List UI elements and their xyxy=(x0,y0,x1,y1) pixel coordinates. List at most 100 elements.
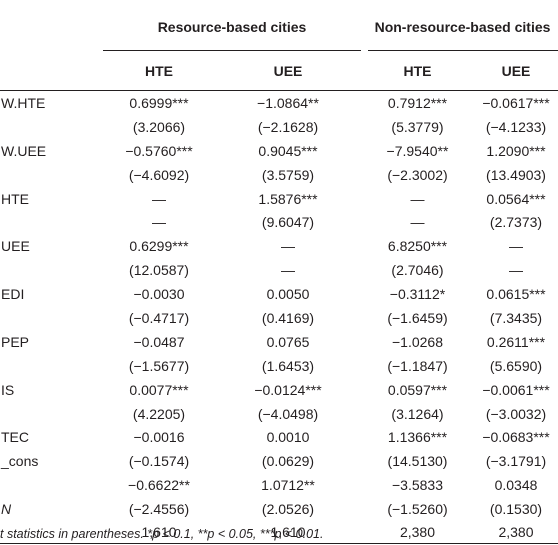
row-label: N xyxy=(1,501,12,518)
table-cell: 0.0615*** xyxy=(486,286,546,303)
table-cell: (−4.6092) xyxy=(128,166,190,183)
group-header-row: Resource-based cities Non-resource-based… xyxy=(0,0,558,52)
row-label: _cons xyxy=(1,453,39,470)
table-row: N (−2.4556) (2.0526) (−1.5260) (0.1530) xyxy=(0,497,558,521)
row-label: UEE xyxy=(1,238,30,255)
table-cell: (0.1530) xyxy=(489,501,543,518)
table-cell: −3.5833 xyxy=(392,477,443,494)
table-cell: −0.0016 xyxy=(133,429,185,446)
column-header: UEE xyxy=(474,52,558,91)
table-cell: — xyxy=(281,238,295,255)
row-label xyxy=(0,521,103,545)
table-row: W.UEE −0.5760*** 0.9045*** −7.9540** 1.2090*… xyxy=(0,139,558,163)
table-row: UEE 0.6299*** — 6.8250*** — xyxy=(0,234,558,258)
table-cell: (−4.0498) xyxy=(257,405,319,422)
table-row: (4.2205) (−4.0498) (3.1264) (−3.0032) xyxy=(0,402,558,426)
table-cell: 6.8250*** xyxy=(387,238,448,255)
group-header-non-resource: Non-resource-based cities xyxy=(374,18,551,35)
table-row: (12.0587) — (2.7046) — xyxy=(0,258,558,282)
table-cell: (14.5130) xyxy=(387,453,448,470)
table-cell: (−1.5677) xyxy=(128,357,190,374)
table-cell: (2.7373) xyxy=(489,214,543,231)
table-cell: (12.0587) xyxy=(129,262,189,279)
table-cell: −0.0030 xyxy=(133,286,185,303)
table-cell: 1.2090*** xyxy=(486,142,546,159)
table-cell: (7.3435) xyxy=(489,309,543,326)
table-cell: −0.5760*** xyxy=(125,142,193,159)
table-row: _cons (−0.1574) (0.0629) (14.5130) (−3.1791) xyxy=(0,449,558,473)
row-label xyxy=(0,115,103,139)
table-cell: 0.6999*** xyxy=(129,94,189,111)
row-label-header xyxy=(0,52,103,91)
table-row: — (9.6047) — (2.7373) xyxy=(0,210,558,234)
table-cell: −0.6622** xyxy=(128,477,190,494)
row-label xyxy=(0,258,103,282)
row-label: IS xyxy=(1,381,15,398)
table-cell: (0.0629) xyxy=(261,453,315,470)
table-cell: −0.0487 xyxy=(133,333,185,350)
table-cell: −0.0617*** xyxy=(482,94,550,111)
row-label xyxy=(0,306,103,330)
table-cell: −0.0683*** xyxy=(482,429,550,446)
table-row: (−0.4717) (0.4169) (−1.6459) (7.3435) xyxy=(0,306,558,330)
table-cell: −0.0061*** xyxy=(482,381,550,398)
row-label: W.HTE xyxy=(1,94,46,111)
table-cell: 0.0050 xyxy=(266,286,310,303)
table-cell: (−4.1233) xyxy=(485,118,547,135)
table-body: W.HTE 0.6999*** −1.0864** 0.7912*** −0.0617*… xyxy=(0,91,558,545)
table-cell: (−2.3002) xyxy=(387,166,448,183)
table-cell: — xyxy=(410,190,425,207)
table-cell: (−1.6459) xyxy=(387,309,448,326)
table-row: W.HTE 0.6999*** −1.0864** 0.7912*** −0.0617*… xyxy=(0,91,558,115)
table-cell: — xyxy=(410,214,425,231)
table-row: 1,610 1,610 2,380 2,380 xyxy=(0,521,558,545)
table-cell: 0.2611*** xyxy=(486,333,546,350)
column-header: HTE xyxy=(103,52,215,91)
row-label xyxy=(0,473,103,497)
table-cell: 0.9045*** xyxy=(258,142,318,159)
corner-cell xyxy=(0,0,103,52)
table-cell: (−3.1791) xyxy=(485,453,547,470)
table-cell: 0.0010 xyxy=(266,429,310,446)
table-row: HTE — 1.5876*** — 0.0564*** xyxy=(0,187,558,211)
table-cell: (4.2205) xyxy=(132,405,186,422)
table-cell: (3.1264) xyxy=(391,405,444,422)
row-label: TEC xyxy=(1,429,29,446)
table-cell: — xyxy=(509,262,523,279)
table-cell: 0.0077*** xyxy=(129,381,189,398)
table-cell: (9.6047) xyxy=(261,214,315,231)
table-cell: (3.5759) xyxy=(261,166,315,183)
table-cell: −0.0124*** xyxy=(254,381,322,398)
table-cell: — xyxy=(152,214,166,231)
table-cell: (−1.5260) xyxy=(387,501,448,518)
row-label xyxy=(0,402,103,426)
table-cell: −0.3112* xyxy=(389,286,446,303)
column-header: UEE xyxy=(215,52,361,91)
table-cell: 2,380 xyxy=(361,521,474,545)
table-row: PEP −0.0487 0.0765 −1.0268 0.2611*** xyxy=(0,330,558,354)
table-cell: (−3.0032) xyxy=(485,405,547,422)
table-cell: (−0.4717) xyxy=(128,309,190,326)
group-rule-resource xyxy=(103,50,361,51)
group-header-resource: Resource-based cities xyxy=(157,18,307,35)
row-label xyxy=(0,163,103,187)
table-cell: — xyxy=(509,238,523,255)
table-cell: (−0.1574) xyxy=(128,453,190,470)
table-cell: (2.0526) xyxy=(261,501,315,518)
table-cell: (5.6590) xyxy=(489,357,543,374)
column-header: HTE xyxy=(361,52,474,91)
table-cell: 1.1366*** xyxy=(387,429,448,446)
column-header-row: HTE UEE HTE UEE xyxy=(0,52,558,91)
table-cell: −7.9540** xyxy=(386,142,449,159)
table-cell: −1.0268 xyxy=(392,333,443,350)
group-rule-non-resource xyxy=(368,50,558,51)
table-cell: (−2.4556) xyxy=(128,501,190,518)
row-label: W.UEE xyxy=(1,142,47,159)
table-cell: 0.0564*** xyxy=(486,190,546,207)
table-cell: 0.6299*** xyxy=(129,238,189,255)
row-label: EDI xyxy=(1,286,25,303)
table-cell: (−2.1628) xyxy=(257,118,319,135)
table-cell: (3.2066) xyxy=(132,118,186,135)
